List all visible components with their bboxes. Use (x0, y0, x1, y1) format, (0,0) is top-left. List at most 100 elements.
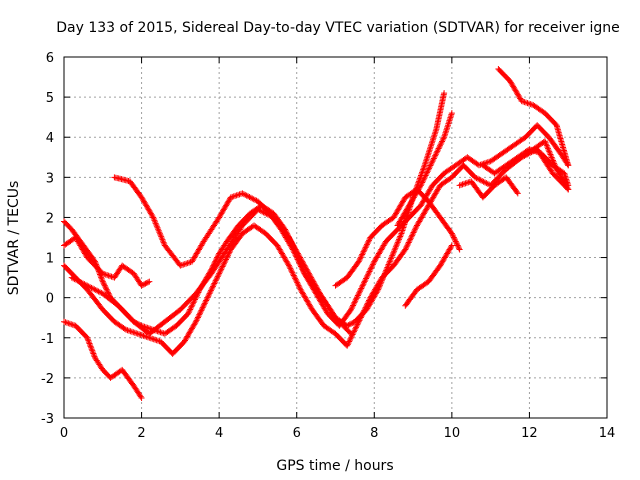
data-point (121, 325, 128, 332)
data-point (405, 239, 412, 246)
data-point (94, 287, 101, 294)
data-point (527, 101, 534, 108)
data-point (366, 237, 373, 244)
data-point (293, 247, 300, 254)
data-point (423, 171, 430, 178)
data-point (90, 351, 97, 358)
data-point (107, 273, 114, 280)
data-point (518, 98, 525, 105)
data-point (254, 206, 261, 213)
data-point (189, 300, 196, 307)
data-point (385, 261, 392, 268)
data-point (154, 224, 161, 231)
data-point (147, 335, 154, 342)
data-point (298, 257, 305, 264)
data-point (390, 249, 397, 256)
data-point (361, 245, 368, 252)
data-point (139, 332, 146, 339)
data-point (354, 293, 361, 300)
data-point (366, 268, 373, 275)
data-point (294, 280, 301, 287)
data-point (156, 229, 163, 236)
data-point (407, 235, 414, 242)
data-point (85, 339, 92, 346)
series-track-8 (394, 110, 455, 229)
data-point (291, 245, 298, 252)
data-point (456, 182, 463, 189)
data-point (195, 313, 202, 320)
data-point (286, 263, 293, 270)
data-point (363, 303, 370, 310)
data-point (177, 262, 184, 269)
series-track-9 (402, 242, 455, 309)
data-point (95, 288, 102, 295)
data-point (533, 148, 540, 155)
series-track-3 (61, 90, 448, 337)
data-point (152, 220, 159, 227)
data-point (192, 320, 199, 327)
data-point (386, 258, 393, 265)
data-point (364, 240, 371, 247)
data-point (149, 213, 156, 220)
data-point (411, 228, 418, 235)
data-point (103, 286, 110, 293)
data-point (62, 319, 69, 326)
data-point (296, 283, 303, 290)
axis-ticks (63, 56, 608, 419)
data-point (289, 269, 296, 276)
series-track-6 (68, 206, 355, 337)
data-point (476, 176, 483, 183)
data-point (299, 258, 306, 265)
data-point (205, 291, 212, 298)
data-point (452, 238, 459, 245)
data-point (178, 262, 185, 269)
data-point (288, 239, 295, 246)
data-point (357, 315, 364, 322)
data-point (295, 282, 302, 289)
data-point (85, 283, 92, 290)
data-point (157, 232, 164, 239)
data-point (133, 330, 140, 337)
data-points (61, 66, 572, 401)
data-point (131, 329, 138, 336)
data-point (310, 278, 317, 285)
data-point (314, 285, 321, 292)
data-point (305, 269, 312, 276)
data-point (369, 262, 376, 269)
data-point (435, 145, 442, 152)
data-point (395, 236, 402, 243)
data-point (524, 100, 531, 107)
data-point (359, 310, 366, 317)
data-point (127, 328, 134, 335)
data-point (125, 327, 132, 334)
data-point (207, 287, 214, 294)
data-point (294, 249, 301, 256)
data-point (151, 217, 158, 224)
data-point (242, 191, 249, 198)
data-point (85, 337, 92, 344)
data-point (420, 166, 427, 173)
data-point (101, 282, 108, 289)
data-point (417, 183, 424, 190)
data-point (143, 279, 150, 286)
data-point (233, 192, 240, 199)
data-point (449, 231, 456, 238)
data-point (456, 246, 463, 253)
data-point (93, 261, 100, 268)
data-point (220, 260, 227, 267)
data-point (218, 266, 225, 273)
data-point (153, 337, 160, 344)
y-tick-label: 2 (46, 211, 54, 226)
data-point (367, 267, 374, 274)
data-point (217, 267, 224, 274)
data-point (101, 281, 108, 288)
data-point (548, 153, 555, 160)
data-point (365, 298, 372, 305)
data-point (186, 259, 193, 266)
data-point (403, 243, 410, 250)
data-point (216, 269, 223, 276)
data-point (92, 259, 99, 266)
data-point (203, 296, 210, 303)
data-point (212, 277, 219, 284)
